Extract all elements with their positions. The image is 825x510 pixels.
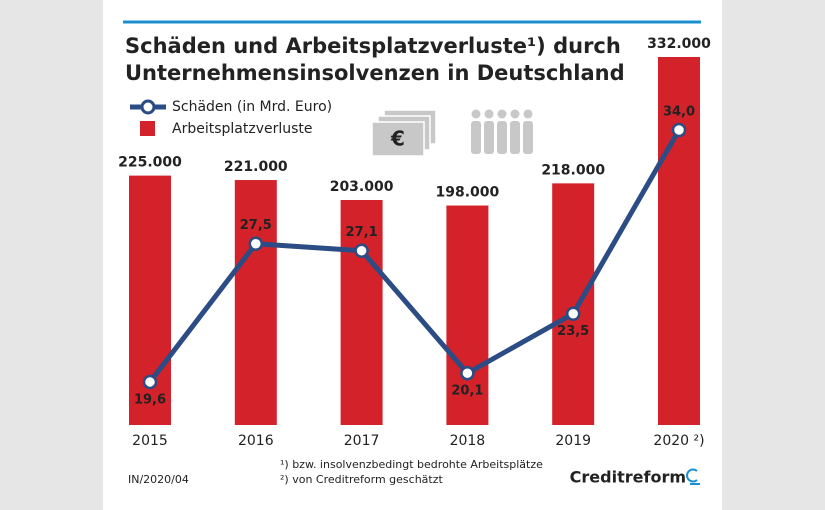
line-marker <box>671 122 687 138</box>
person-body <box>510 121 520 154</box>
bar <box>446 205 489 425</box>
footnote: ¹) bzw. insolvenzbedingt bedrohte Arbeit… <box>280 458 543 471</box>
svg-text:€: € <box>390 127 405 151</box>
legend-marker <box>140 99 156 115</box>
footnote: ²) von Creditreform geschätzt <box>280 473 444 486</box>
chart-title: Unternehmensinsolvenzen in Deutschland <box>125 61 625 85</box>
panel <box>103 0 722 510</box>
legend-label: Schäden (in Mrd. Euro) <box>172 99 332 115</box>
person-body <box>484 121 494 154</box>
line-value-label: 23,5 <box>557 324 589 339</box>
bar <box>340 199 383 425</box>
person-body <box>497 121 507 154</box>
line-value-label: 27,5 <box>240 218 272 233</box>
bar <box>658 57 700 425</box>
bar-value-label: 203.000 <box>330 179 394 195</box>
line-value-label: 20,1 <box>451 384 483 399</box>
people-icon <box>471 109 533 154</box>
bar-value-label: 218.000 <box>541 162 605 178</box>
bar-value-label: 221.000 <box>224 159 288 175</box>
brand-logo <box>686 468 700 485</box>
x-tick-label: 2019 <box>555 433 591 449</box>
person-head <box>497 109 507 119</box>
brand: Creditreform <box>570 468 686 487</box>
line-marker <box>565 306 581 321</box>
bar <box>234 180 277 425</box>
chart-title: Schäden und Arbeitsplatzverluste¹) durch <box>125 34 621 58</box>
line-marker <box>354 243 369 258</box>
bar-value-label: 332.000 <box>647 36 711 52</box>
source: IN/2020/04 <box>128 473 189 486</box>
x-tick-label: 2018 <box>450 433 486 449</box>
x-tick-label: 2015 <box>132 433 168 449</box>
x-tick-label: 2016 <box>238 433 274 449</box>
legend-swatch <box>140 121 155 136</box>
person-body <box>471 121 481 154</box>
person-head <box>523 109 533 119</box>
line-marker <box>248 236 264 251</box>
line-value-label: 19,6 <box>134 392 166 407</box>
bar-value-label: 225.000 <box>118 155 182 171</box>
line-marker <box>460 365 475 381</box>
line-value-label: 27,1 <box>346 225 378 240</box>
money-icon: € <box>371 109 437 157</box>
person-head <box>484 109 494 119</box>
line <box>148 128 682 384</box>
person-head <box>471 109 481 119</box>
x-tick-label: 2017 <box>344 433 380 449</box>
person-body <box>523 121 533 154</box>
bar <box>552 183 595 425</box>
person-head <box>510 109 520 119</box>
line-marker <box>142 374 158 390</box>
line-value-label: 34,0 <box>663 104 695 119</box>
legend-label: Arbeitsplatzverluste <box>172 121 313 137</box>
bar-value-label: 198.000 <box>436 185 500 201</box>
x-tick-label: 2020 ²) <box>653 433 704 449</box>
